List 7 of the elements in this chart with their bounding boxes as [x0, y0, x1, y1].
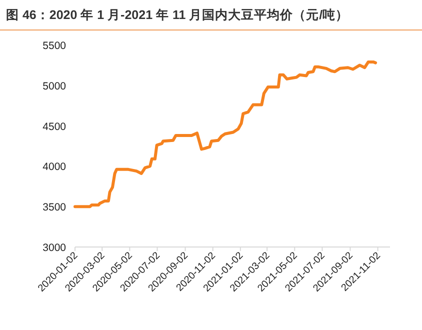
y-tick-label: 4000 [42, 161, 66, 174]
y-tick-label: 3000 [42, 242, 66, 254]
y-tick-label: 3500 [42, 202, 66, 214]
y-tick-label: 5000 [42, 80, 66, 92]
y-tick-label: 5500 [42, 40, 66, 52]
title: 图 46：2020 年 1 月-2021 年 11 月国内大豆平均价（元/吨） [6, 8, 349, 22]
y-tick-label: 4500 [42, 120, 66, 133]
